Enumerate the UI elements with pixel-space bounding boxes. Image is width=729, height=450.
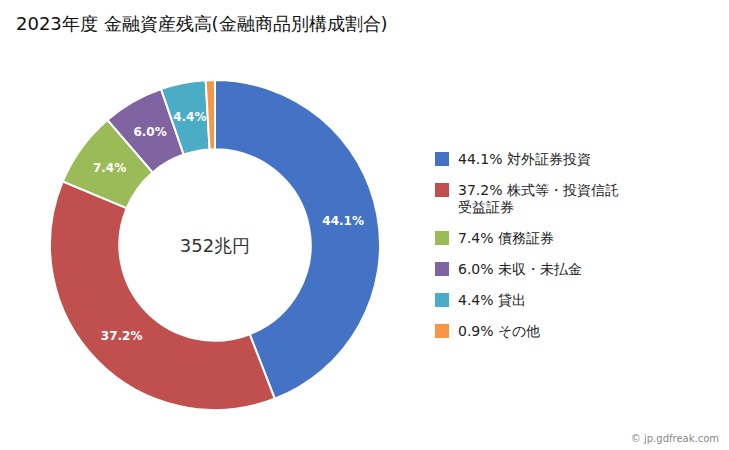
legend-swatch	[435, 152, 449, 166]
legend-label: 44.1% 対外証券投資	[458, 151, 591, 167]
watermark: © jp.gdfreak.com	[631, 433, 719, 444]
data-label: 7.4%	[93, 161, 126, 175]
title: 2023年度 金融資産残高(金融商品別構成割合)	[16, 13, 388, 34]
legend-label-line: 37.2% 株式等・投資信託	[458, 182, 619, 198]
legend-label: 7.4% 債務証券	[458, 230, 554, 246]
legend-label: 0.9% その他	[458, 323, 540, 339]
legend-label: 4.4% 貸出	[458, 292, 526, 308]
data-label: 6.0%	[133, 125, 166, 139]
slices	[50, 80, 380, 410]
center-text: 352兆円	[180, 235, 250, 256]
legend-swatch	[435, 262, 449, 276]
data-label: 44.1%	[322, 214, 364, 228]
legend-label-line: 7.4% 債務証券	[458, 230, 554, 246]
legend-label-line: 4.4% 貸出	[458, 292, 526, 308]
legend-label-line: 受益証券	[458, 199, 514, 215]
data-label: 4.4%	[173, 110, 206, 124]
chart-svg: 2023年度 金融資産残高(金融商品別構成割合) 44.1% 37.2% 7.4% 6.…	[0, 0, 729, 450]
legend-label-line: 0.9% その他	[458, 323, 540, 339]
chart-container: 2023年度 金融資産残高(金融商品別構成割合) 44.1% 37.2% 7.4% 6.…	[0, 0, 729, 450]
slice	[161, 80, 210, 154]
legend-label: 37.2% 株式等・投資信託受益証券	[458, 182, 619, 215]
legend-swatch	[435, 231, 449, 245]
legend-label: 6.0% 未収・未払金	[458, 261, 582, 277]
legend-swatch	[435, 183, 449, 197]
data-label: 37.2%	[101, 329, 143, 343]
data-labels: 44.1% 37.2% 7.4% 6.0% 4.4%	[93, 110, 364, 343]
legend-swatch	[435, 293, 449, 307]
legend-label-line: 44.1% 対外証券投資	[458, 151, 591, 167]
slice	[50, 181, 275, 410]
background	[0, 0, 729, 450]
legend: 44.1% 対外証券投資 37.2% 株式等・投資信託受益証券 7.4% 債務証券 6…	[435, 151, 619, 339]
legend-swatch	[435, 324, 449, 338]
legend-label-line: 6.0% 未収・未払金	[458, 261, 582, 277]
slice	[206, 80, 215, 149]
